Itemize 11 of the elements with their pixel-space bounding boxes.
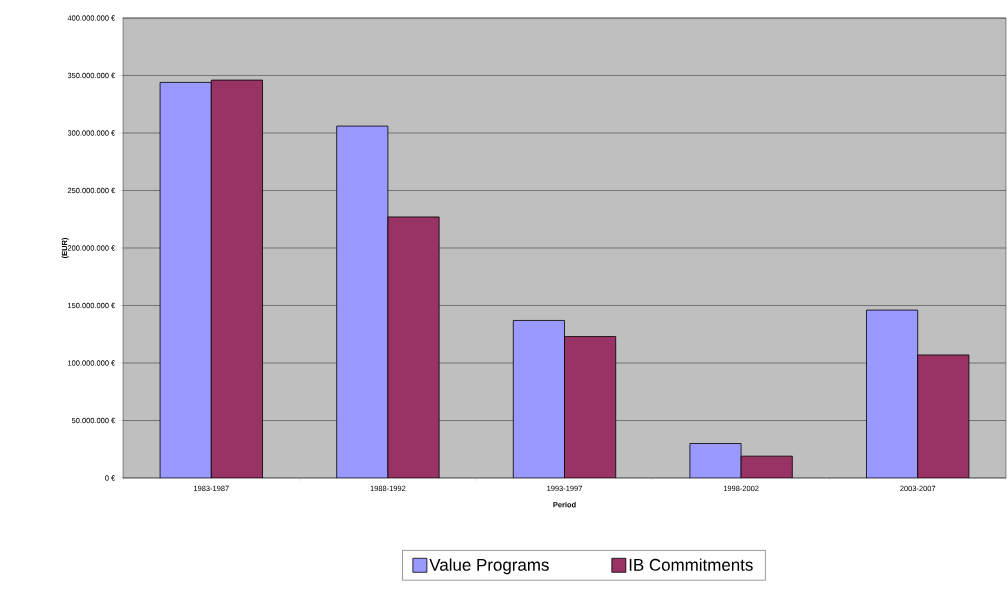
bar — [210, 79, 263, 478]
bar — [387, 216, 440, 478]
bar — [159, 81, 212, 478]
legend-label: Value Programs — [429, 558, 549, 575]
bar — [866, 309, 919, 478]
legend-label: IB Commitments — [629, 558, 753, 571]
bar — [336, 125, 389, 478]
bar — [917, 354, 970, 478]
bar — [689, 443, 742, 478]
bar — [564, 336, 617, 478]
bar — [512, 320, 565, 478]
